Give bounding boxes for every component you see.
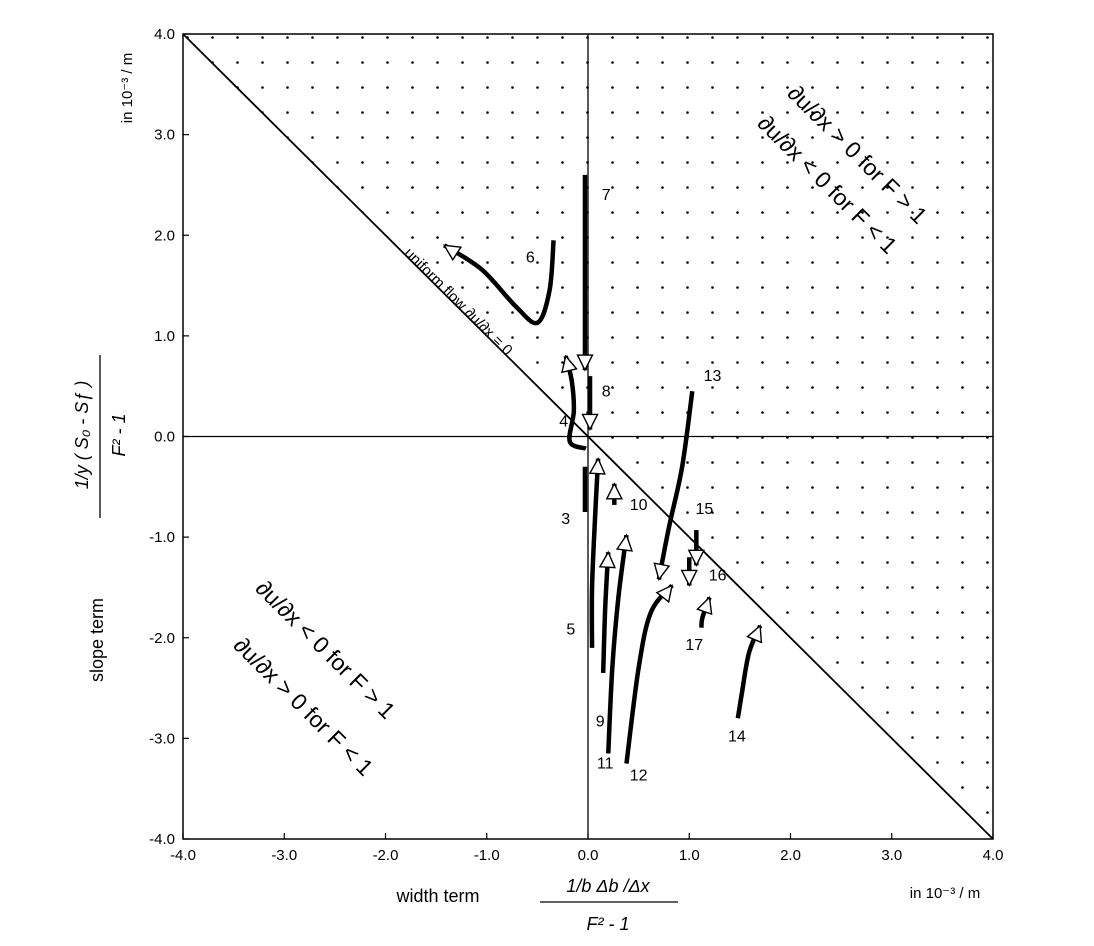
series-label: 11	[597, 756, 614, 773]
series-11	[606, 533, 634, 754]
series-label: 13	[704, 368, 722, 385]
x-tick-label: -2.0	[373, 847, 399, 864]
series-label: 9	[596, 713, 605, 730]
series-label: 16	[709, 567, 727, 584]
series-14	[735, 624, 763, 719]
y-tick-label: 2.0	[154, 227, 175, 244]
x-tick-label: -4.0	[170, 847, 196, 864]
series-label: 10	[630, 497, 648, 514]
series-line	[600, 552, 611, 674]
arrow-head	[605, 482, 623, 500]
x-axis-label: width term	[395, 886, 479, 906]
series-layer	[442, 174, 763, 764]
x-ticks: -4.0 -3.0 -2.0 -1.0 0.0 1.0 2.0 3.0 4.0	[170, 833, 1003, 864]
x-tick-label: 0.0	[578, 847, 599, 864]
series-9	[598, 550, 617, 674]
arrow-head	[696, 596, 713, 616]
series-label: 6	[526, 249, 535, 266]
series-7	[576, 174, 594, 372]
x-tick-label: 1.0	[679, 847, 700, 864]
y-tick-label: 3.0	[154, 127, 175, 144]
series-16	[680, 557, 698, 587]
region-lower-line-1: ∂u/∂x < 0 for F > 1	[251, 575, 401, 724]
arrow-head	[615, 533, 634, 552]
series-labels: 3 4 5 6 7 8 9 10 11 12 13 14 15 16 17	[526, 187, 746, 785]
series-5	[588, 457, 606, 648]
x-axis-label-denominator: F² - 1	[587, 914, 630, 934]
series-line	[624, 583, 674, 764]
arrow-head	[687, 549, 705, 567]
y-axis-label-denominator: F² - 1	[109, 414, 129, 457]
series-label: 15	[696, 501, 714, 518]
series-8	[581, 376, 599, 432]
y-axis-unit: in 10⁻³ / m	[119, 53, 136, 123]
arrow-head	[581, 413, 599, 432]
series-label: 8	[602, 383, 611, 400]
x-tick-label: -1.0	[474, 847, 500, 864]
y-axis-label: slope term	[87, 598, 107, 682]
series-line	[589, 458, 601, 648]
series-label: 7	[602, 187, 611, 204]
arrow-head	[561, 354, 578, 374]
series-line	[656, 390, 695, 580]
x-tick-label: -3.0	[271, 847, 297, 864]
series-line	[563, 355, 587, 451]
x-axis-unit: in 10⁻³ / m	[910, 885, 980, 902]
arrow-head	[598, 550, 617, 569]
series-17	[696, 596, 713, 628]
x-tick-label: 4.0	[983, 847, 1004, 864]
series-12	[624, 583, 674, 764]
y-tick-label: 4.0	[154, 26, 175, 43]
arrow-head	[588, 457, 606, 475]
arrow-head	[655, 584, 674, 604]
y-tick-label: 0.0	[154, 429, 175, 446]
series-4	[561, 354, 587, 451]
x-axis-label-numerator: 1/b Δb /Δx	[566, 876, 650, 896]
arrow-head	[653, 562, 671, 581]
arrow-head	[576, 354, 594, 372]
series-label: 4	[559, 413, 568, 430]
y-axis-label-numerator: 1/y ( S₀ - Sƒ )	[72, 381, 92, 490]
series-line	[606, 534, 629, 754]
series-label: 17	[685, 637, 703, 654]
y-tick-label: -3.0	[149, 730, 175, 747]
series-line	[443, 240, 556, 326]
y-tick-label: -4.0	[149, 831, 175, 848]
region-lower-line-2: ∂u/∂x > 0 for F < 1	[229, 632, 379, 781]
y-tick-label: 1.0	[154, 328, 175, 345]
series-10	[605, 482, 623, 505]
y-tick-label: -2.0	[149, 630, 175, 647]
series-label: 5	[566, 622, 575, 639]
series-label: 3	[561, 511, 570, 528]
uniform-flow-diagonal	[182, 33, 994, 840]
series-label: 14	[728, 728, 746, 745]
arrow-head	[680, 569, 698, 587]
x-tick-label: 3.0	[881, 847, 902, 864]
y-ticks: -4.0 -3.0 -2.0 -1.0 0.0 1.0 2.0 3.0 4.0	[149, 26, 189, 848]
series-13	[653, 390, 695, 581]
series-15	[687, 530, 705, 567]
series-6	[442, 240, 556, 326]
arrow-head	[746, 624, 763, 644]
y-tick-label: -1.0	[149, 529, 175, 546]
arrow-head	[442, 244, 463, 262]
series-label: 12	[630, 768, 648, 785]
x-tick-label: 2.0	[780, 847, 801, 864]
